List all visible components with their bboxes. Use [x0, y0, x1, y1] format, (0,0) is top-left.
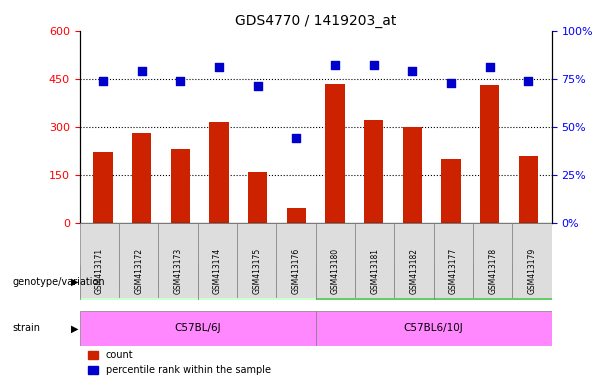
Text: C57BL6/10J: C57BL6/10J: [404, 323, 463, 333]
Text: C57BL/6J: C57BL/6J: [174, 323, 221, 333]
Bar: [480, 85, 500, 223]
FancyBboxPatch shape: [434, 223, 473, 298]
Bar: [403, 127, 422, 223]
Point: [253, 83, 262, 89]
FancyBboxPatch shape: [276, 223, 316, 298]
FancyBboxPatch shape: [197, 223, 237, 298]
Bar: [364, 120, 383, 223]
Bar: [248, 172, 267, 223]
Bar: [132, 133, 151, 223]
Bar: [287, 208, 306, 223]
Text: GSM413177: GSM413177: [449, 248, 458, 294]
Bar: [326, 84, 345, 223]
Point: [291, 135, 301, 141]
Bar: [170, 149, 190, 223]
Text: GSM413175: GSM413175: [252, 248, 261, 294]
FancyBboxPatch shape: [316, 223, 355, 298]
Bar: [93, 152, 113, 223]
Point: [369, 62, 379, 68]
Title: GDS4770 / 1419203_at: GDS4770 / 1419203_at: [235, 14, 397, 28]
Text: GSM413180: GSM413180: [331, 248, 340, 294]
Text: GSM413172: GSM413172: [134, 248, 143, 294]
FancyBboxPatch shape: [80, 265, 197, 300]
Text: Cmah knockout: Cmah knockout: [221, 278, 292, 287]
FancyBboxPatch shape: [316, 311, 552, 346]
FancyBboxPatch shape: [394, 223, 434, 298]
Text: wild type: wild type: [118, 278, 159, 287]
Point: [175, 78, 185, 84]
FancyBboxPatch shape: [316, 265, 434, 300]
Bar: [519, 156, 538, 223]
FancyBboxPatch shape: [237, 223, 276, 298]
Point: [485, 64, 495, 70]
Point: [98, 78, 108, 84]
Text: GSM413176: GSM413176: [292, 248, 300, 294]
Text: ▶: ▶: [70, 323, 78, 333]
Bar: [441, 159, 461, 223]
FancyBboxPatch shape: [158, 223, 197, 298]
Point: [524, 78, 533, 84]
Text: genotype/variation: genotype/variation: [12, 277, 105, 287]
Text: Cmah knockout, mdx: Cmah knockout, mdx: [327, 278, 422, 287]
Point: [408, 68, 417, 74]
FancyBboxPatch shape: [355, 223, 394, 298]
Legend: count, percentile rank within the sample: count, percentile rank within the sample: [85, 346, 275, 379]
Point: [330, 62, 340, 68]
Point: [446, 79, 456, 86]
Text: GSM413181: GSM413181: [370, 248, 379, 294]
FancyBboxPatch shape: [197, 265, 316, 300]
Text: strain: strain: [12, 323, 40, 333]
Text: GSM413174: GSM413174: [213, 248, 222, 294]
Text: mdx: mdx: [483, 278, 503, 287]
FancyBboxPatch shape: [434, 265, 552, 300]
Text: GSM413179: GSM413179: [528, 248, 536, 294]
FancyBboxPatch shape: [119, 223, 158, 298]
FancyBboxPatch shape: [80, 223, 119, 298]
Text: GSM413182: GSM413182: [409, 248, 419, 294]
Bar: [209, 122, 229, 223]
Text: GSM413171: GSM413171: [95, 248, 104, 294]
Text: GSM413178: GSM413178: [488, 248, 497, 294]
Text: ▶: ▶: [70, 277, 78, 287]
Text: GSM413173: GSM413173: [173, 248, 183, 294]
Point: [137, 68, 147, 74]
FancyBboxPatch shape: [80, 311, 316, 346]
FancyBboxPatch shape: [473, 223, 512, 298]
FancyBboxPatch shape: [512, 223, 552, 298]
Point: [214, 64, 224, 70]
